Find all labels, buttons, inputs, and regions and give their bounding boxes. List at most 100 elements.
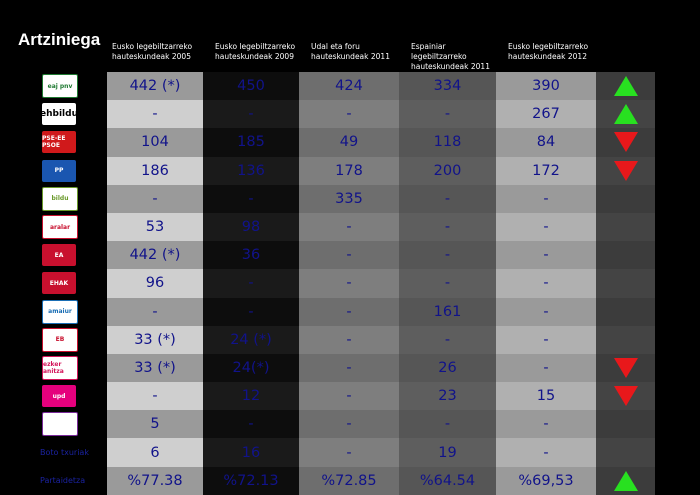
value-cell: - bbox=[107, 297, 203, 326]
amaiur-logo: amaiur bbox=[42, 299, 78, 324]
value-cell: 23 bbox=[399, 382, 496, 411]
value-cell: - bbox=[107, 100, 203, 129]
value-cell: 442 (*) bbox=[107, 72, 203, 101]
column-header: Eusko legebiltzarreko hauteskundeak 2012 bbox=[508, 42, 589, 61]
table-row: 53 98- - - bbox=[107, 212, 655, 242]
value-cell: 26 bbox=[399, 353, 496, 383]
value-cell: - bbox=[399, 269, 496, 298]
table-row: - -335- - bbox=[107, 184, 655, 213]
page-title: Artziniega bbox=[18, 30, 101, 49]
party-logo-cell: EB bbox=[42, 326, 78, 354]
results-table: 442 (*) 450 424 334 390- - - -267 104 185 49 118 84 1… bbox=[107, 72, 655, 495]
row-label-text: Boto txuriak bbox=[40, 448, 89, 458]
table-row: -12-23 15 bbox=[107, 382, 655, 411]
trend-cell bbox=[596, 269, 655, 298]
party-logo-cell: amaiur bbox=[42, 298, 78, 326]
trend-cell bbox=[596, 325, 655, 354]
value-cell: - bbox=[299, 382, 399, 411]
value-cell: 442 (*) bbox=[107, 241, 203, 270]
upyd-logo: upd bbox=[42, 385, 76, 408]
party-logo-cell: PSE-EE PSOE bbox=[42, 128, 76, 156]
table-row: 104 185 49 118 84 bbox=[107, 128, 655, 157]
value-cell: 185 bbox=[203, 128, 299, 157]
value-cell: 186 bbox=[107, 156, 203, 185]
arrow-down-icon bbox=[613, 132, 638, 153]
row-label: Boto txuriak bbox=[40, 439, 89, 467]
table-row: 442 (*) 36- - - bbox=[107, 241, 655, 270]
value-cell: - bbox=[203, 184, 299, 213]
table-row: - - - -267 bbox=[107, 100, 655, 129]
value-cell: 6 bbox=[107, 438, 203, 467]
trend-cell bbox=[596, 438, 655, 467]
trend-cell bbox=[596, 382, 655, 411]
trend-cell bbox=[596, 212, 655, 242]
value-cell: 16 bbox=[203, 438, 299, 467]
table-row: 33 (*) 24 (*) - - - bbox=[107, 325, 655, 354]
trend-cell bbox=[596, 156, 655, 185]
value-cell: - bbox=[107, 184, 203, 213]
trend-cell bbox=[596, 466, 655, 495]
party-logo-cell: bildu bbox=[42, 185, 78, 213]
value-cell: 334 bbox=[399, 72, 496, 101]
aralar-logo: aralar bbox=[42, 215, 78, 240]
value-cell: 267 bbox=[496, 100, 596, 129]
value-cell: 33 (*) bbox=[107, 353, 203, 383]
value-cell: - bbox=[203, 269, 299, 298]
value-cell: 200 bbox=[399, 156, 496, 185]
value-cell: 96 bbox=[107, 269, 203, 298]
value-cell: - bbox=[299, 100, 399, 129]
value-cell: 49 bbox=[299, 128, 399, 157]
party-logo-cell: aralar bbox=[42, 213, 78, 241]
value-cell: 24 (*) bbox=[203, 325, 299, 354]
value-cell: - bbox=[496, 353, 596, 383]
value-cell: - bbox=[496, 297, 596, 326]
value-cell: - bbox=[496, 212, 596, 242]
value-cell: 5 bbox=[107, 410, 203, 439]
table-row: 186 136 178 200 172 bbox=[107, 156, 655, 185]
value-cell: 136 bbox=[203, 156, 299, 185]
arrow-down-icon bbox=[613, 386, 638, 407]
value-cell: - bbox=[299, 353, 399, 383]
value-cell: - bbox=[299, 241, 399, 270]
value-cell: - bbox=[299, 438, 399, 467]
value-cell: 84 bbox=[496, 128, 596, 157]
value-cell: %72.13 bbox=[203, 466, 299, 495]
trend-cell bbox=[596, 410, 655, 439]
value-cell: 450 bbox=[203, 72, 299, 101]
table-row: %77.38 %72.13 %72.85 %64.54 %69,53 bbox=[107, 466, 655, 495]
value-cell: %72.85 bbox=[299, 466, 399, 495]
value-cell: - bbox=[399, 184, 496, 213]
value-cell: - bbox=[496, 325, 596, 354]
trend-cell bbox=[596, 184, 655, 213]
value-cell: - bbox=[299, 410, 399, 439]
trend-cell bbox=[596, 100, 655, 129]
ea-logo: EA bbox=[42, 244, 76, 267]
value-cell: - bbox=[203, 297, 299, 326]
value-cell: - bbox=[299, 269, 399, 298]
arrow-down-icon bbox=[613, 160, 638, 181]
party-logo-cell: ehbildu bbox=[40, 100, 78, 128]
value-cell: - bbox=[299, 212, 399, 242]
table-row: 6 16-19- bbox=[107, 438, 655, 467]
value-cell: - bbox=[496, 184, 596, 213]
value-cell: 390 bbox=[496, 72, 596, 101]
trend-cell bbox=[596, 72, 655, 101]
value-cell: %64.54 bbox=[399, 466, 496, 495]
value-cell: - bbox=[203, 100, 299, 129]
value-cell: %69,53 bbox=[496, 466, 596, 495]
value-cell: - bbox=[399, 100, 496, 129]
value-cell: 424 bbox=[299, 72, 399, 101]
column-header: Udal eta foru hauteskundeak 2011 bbox=[311, 42, 390, 61]
party-logo-cell: eaj pnv bbox=[42, 72, 78, 100]
column-header: Eusko legebiltzarreko hauteskundeak 2009 bbox=[215, 42, 296, 61]
column-header: Espainiar legebiltzarreko hauteskundeak … bbox=[411, 42, 490, 71]
value-cell: 118 bbox=[399, 128, 496, 157]
value-cell: 98 bbox=[203, 212, 299, 242]
row-label-text: Partaidetza bbox=[40, 476, 86, 486]
value-cell: 12 bbox=[203, 382, 299, 411]
party-logo-cell: ezker anitza bbox=[42, 354, 78, 382]
bildu-logo: bildu bbox=[42, 186, 78, 211]
table-row: 33 (*) 24(*) -26- bbox=[107, 353, 655, 383]
table-row: - - -161- bbox=[107, 297, 655, 326]
value-cell: - bbox=[496, 269, 596, 298]
